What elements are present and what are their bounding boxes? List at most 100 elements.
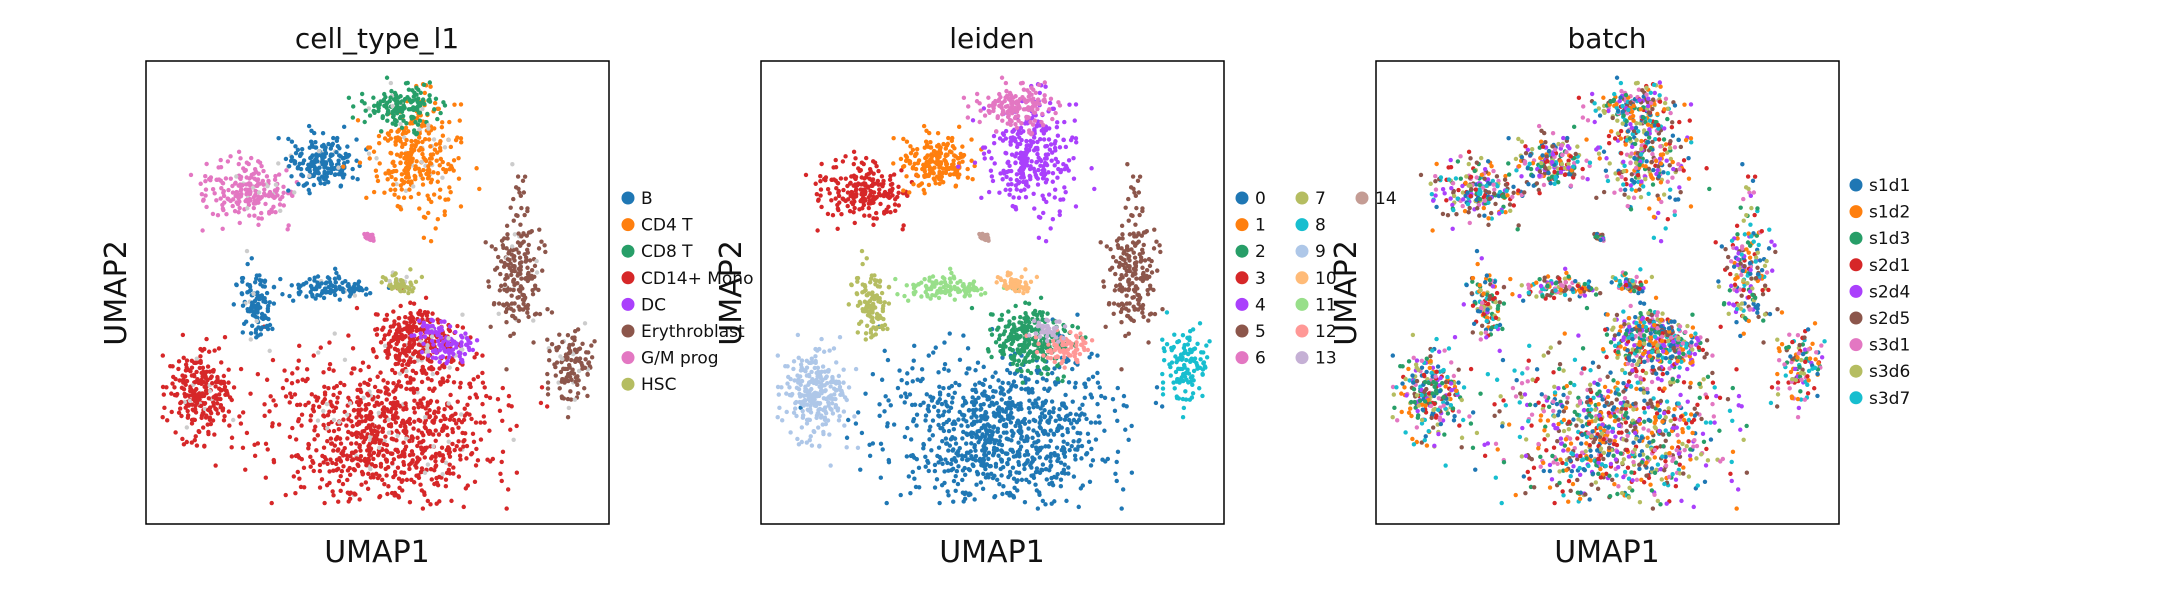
scatter-point: [392, 370, 398, 376]
scatter-point: [254, 273, 260, 278]
scatter-point: [277, 202, 283, 207]
scatter-point: [349, 419, 354, 424]
scatter-point: [1019, 320, 1024, 326]
scatter-point: [403, 334, 408, 339]
scatter-point: [908, 150, 914, 156]
scatter-point: [815, 391, 820, 396]
scatter-point: [242, 168, 247, 174]
scatter-point: [1016, 459, 1021, 465]
scatter-point: [968, 492, 973, 497]
scatter-point: [312, 437, 317, 442]
scatter-point: [327, 480, 332, 486]
scatter-point: [504, 319, 509, 325]
scatter-point: [427, 428, 432, 434]
scatter-point: [964, 458, 970, 463]
scatter-point: [426, 164, 431, 169]
scatter-point: [1027, 359, 1032, 365]
scatter-point: [416, 342, 422, 347]
scatter-point: [229, 445, 234, 450]
scatter-point: [989, 471, 994, 477]
scatter-point: [1097, 385, 1102, 390]
scatter-point: [474, 351, 479, 356]
scatter-point: [261, 182, 266, 187]
scatter-point: [575, 382, 580, 388]
scatter-point: [940, 425, 945, 431]
scatter-point: [1000, 465, 1006, 470]
scatter-point: [336, 447, 341, 452]
scatter-point: [263, 201, 268, 207]
scatter-point: [990, 452, 996, 458]
scatter-point: [1067, 447, 1072, 453]
scatter-point: [568, 370, 574, 376]
scatter-point: [964, 419, 969, 424]
scatter-point: [975, 471, 981, 476]
scatter-point: [450, 429, 456, 435]
scatter-point: [509, 252, 514, 257]
scatter-point: [838, 176, 844, 181]
scatter-point: [1029, 473, 1034, 478]
scatter-point: [553, 373, 558, 378]
scatter-point: [912, 476, 917, 481]
scatter-point: [443, 460, 449, 465]
scatter-point: [864, 155, 869, 161]
legend-label: CD8 T: [641, 242, 693, 262]
scatter-point: [382, 190, 387, 195]
scatter-point: [312, 275, 317, 280]
scatter-point: [1005, 460, 1010, 466]
scatter-point: [939, 401, 945, 407]
scatter-point: [249, 155, 254, 161]
scatter-point: [999, 312, 1005, 318]
scatter-point: [243, 187, 248, 192]
scatter-point: [811, 380, 816, 386]
scatter-point: [853, 193, 858, 199]
scatter-point: [844, 435, 850, 440]
scatter-point: [415, 455, 420, 460]
scatter-point: [400, 113, 406, 119]
scatter-point: [557, 332, 562, 337]
scatter-point: [392, 163, 397, 169]
scatter-point: [413, 279, 419, 285]
scatter-point: [915, 161, 921, 166]
scatter-point: [448, 189, 453, 195]
scatter-point: [1051, 409, 1056, 415]
scatter-point: [1057, 145, 1063, 150]
scatter-point: [208, 375, 213, 381]
y-axis-label: UMAP2: [99, 240, 134, 346]
scatter-point: [385, 380, 390, 385]
scatter-point: [447, 324, 453, 329]
scatter-point: [433, 415, 438, 420]
scatter-point: [433, 438, 438, 443]
scatter-point: [203, 388, 209, 393]
scatter-point: [813, 354, 818, 359]
scatter-point: [238, 174, 244, 180]
scatter-point: [224, 388, 229, 393]
scatter-point: [514, 423, 519, 429]
scatter-point: [459, 140, 464, 145]
scatter-point: [332, 266, 338, 272]
scatter-point: [389, 151, 394, 156]
scatter-point: [422, 123, 428, 128]
scatter-point: [818, 178, 823, 184]
scatter-point: [262, 402, 267, 407]
scatter-point: [411, 301, 417, 306]
scatter-point: [391, 159, 396, 165]
scatter-point: [483, 240, 488, 245]
scatter-point: [1019, 369, 1024, 374]
scatter-point: [288, 391, 293, 396]
scatter-point: [422, 323, 427, 328]
scatter-point: [400, 368, 405, 373]
scatter-point: [369, 431, 375, 436]
scatter-point: [947, 331, 952, 336]
scatter-point: [584, 350, 589, 355]
scatter-point: [552, 362, 557, 367]
scatter-point: [1070, 366, 1075, 372]
scatter-point: [997, 418, 1003, 424]
scatter-point: [973, 368, 978, 373]
scatter-point: [416, 135, 422, 140]
scatter-point: [554, 345, 559, 351]
scatter-point: [1015, 368, 1020, 373]
scatter-point: [222, 414, 227, 419]
scatter-point: [409, 282, 414, 288]
scatter-point: [937, 181, 942, 186]
scatter-point: [398, 303, 403, 309]
